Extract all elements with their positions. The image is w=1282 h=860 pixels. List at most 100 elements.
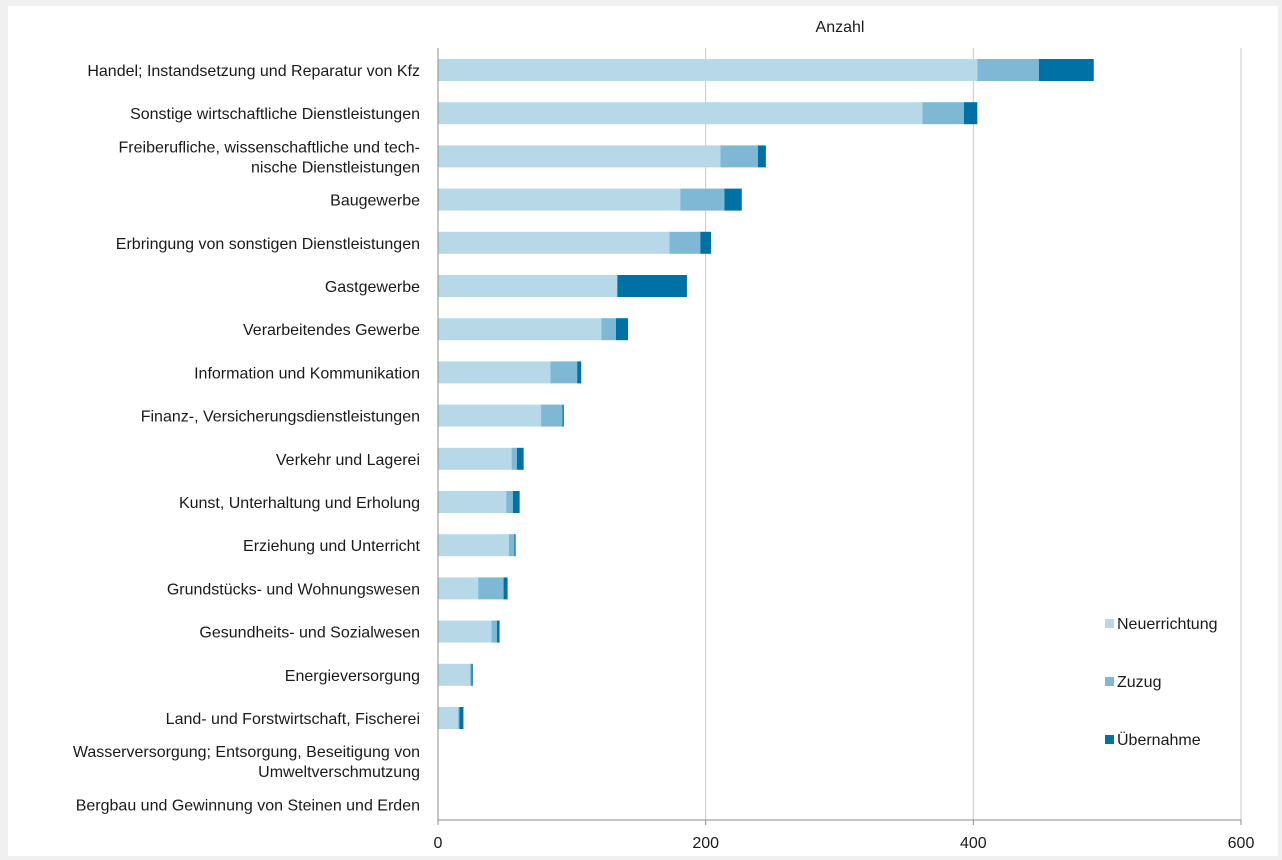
bar-zuzug-6	[601, 318, 616, 341]
bar-übernahme-15	[459, 707, 464, 729]
bar-zuzug-8	[541, 404, 563, 427]
bars	[438, 59, 1094, 729]
legend-swatch-neuerrichtung	[1105, 619, 1114, 628]
category-label: Information und Kommunikation	[194, 365, 420, 382]
category-label-line: Grundstücks- und Wohnungswesen	[167, 581, 420, 598]
tick-labels: 0 200 400 600	[434, 835, 1255, 852]
category-label: Energieversorgung	[285, 668, 420, 685]
bar-zuzug-13	[491, 620, 497, 643]
x-axis-title: Anzahl	[816, 19, 865, 36]
bar-übernahme-3	[724, 188, 742, 211]
category-label: Gesundheits- und Sozialwesen	[199, 625, 420, 642]
category-label-line: Wasserversorgung; Entsorgung, Beseitigun…	[73, 744, 420, 761]
category-label-line: Verarbeitendes Gewerbe	[243, 322, 420, 339]
category-label: Erziehung und Unterricht	[243, 538, 421, 555]
category-label: Baugewerbe	[330, 193, 420, 210]
bar-übernahme-11	[514, 534, 516, 557]
legend-swatch-übernahme	[1105, 735, 1114, 744]
bar-neuerrichtung-13	[438, 620, 492, 643]
category-label-line: nische Dienstleistungen	[251, 159, 420, 176]
category-label-line: Finanz-, Versicherungsdienstleistungen	[141, 409, 420, 426]
category-label-line: Information und Kommunikation	[194, 365, 420, 382]
category-label: Freiberufliche, wissenschaftliche und te…	[119, 139, 420, 176]
legend-label: Neuerrichtung	[1117, 616, 1218, 633]
bar-neuerrichtung-0	[438, 59, 978, 81]
bar-übernahme-6	[615, 318, 629, 341]
category-label-line: Bergbau und Gewinnung von Steinen und Er…	[76, 797, 420, 814]
bar-neuerrichtung-6	[438, 318, 602, 341]
bar-neuerrichtung-5	[438, 275, 618, 297]
bar-übernahme-5	[617, 275, 687, 297]
bar-zuzug-15	[458, 707, 460, 729]
axes	[437, 48, 1242, 825]
category-label: Sonstige wirtschaftliche Dienstleistunge…	[130, 106, 420, 123]
bar-neuerrichtung-11	[438, 534, 509, 557]
x-tick-label: 400	[960, 835, 987, 852]
bar-übernahme-0	[1038, 59, 1094, 81]
category-label: Verarbeitendes Gewerbe	[243, 322, 420, 339]
category-label-line: Land- und Forstwirtschaft, Fischerei	[166, 711, 420, 728]
category-label-line: Gesundheits- und Sozialwesen	[199, 625, 420, 642]
bar-übernahme-7	[577, 361, 582, 384]
chart-area	[8, 6, 1278, 856]
bar-neuerrichtung-3	[438, 188, 681, 211]
bar-übernahme-8	[562, 404, 564, 427]
bar-übernahme-1	[963, 102, 978, 125]
bar-übernahme-10	[512, 491, 520, 513]
category-label: Bergbau und Gewinnung von Steinen und Er…	[76, 797, 420, 814]
category-label-line: Erziehung und Unterricht	[243, 538, 421, 555]
bar-übernahme-14	[471, 663, 473, 686]
bar-zuzug-4	[669, 231, 701, 254]
legend-swatch-zuzug	[1105, 677, 1114, 686]
bar-neuerrichtung-9	[438, 447, 512, 470]
legend-label: Zuzug	[1117, 674, 1161, 691]
category-label-line: Umweltverschmutzung	[258, 764, 420, 781]
category-label-line: Handel; Instandsetzung und Reparatur von…	[87, 63, 420, 80]
category-label: Grundstücks- und Wohnungswesen	[167, 581, 420, 598]
category-label: Verkehr und Lagerei	[276, 452, 420, 469]
category-label: Wasserversorgung; Entsorgung, Beseitigun…	[73, 744, 420, 781]
category-label-line: Erbringung von sonstigen Dienstleistunge…	[116, 236, 420, 253]
bar-neuerrichtung-12	[438, 577, 479, 600]
bar-neuerrichtung-15	[438, 707, 459, 729]
category-label: Kunst, Unterhaltung und Erholung	[179, 495, 420, 512]
bar-neuerrichtung-1	[438, 102, 923, 125]
bar-zuzug-12	[478, 577, 504, 600]
category-label-line: Sonstige wirtschaftliche Dienstleistunge…	[130, 106, 420, 123]
category-label: Gastgewerbe	[325, 279, 420, 296]
legend: Neuerrichtung Zuzug Übernahme	[1105, 616, 1218, 749]
bar-zuzug-0	[977, 59, 1039, 81]
bar-zuzug-14	[470, 663, 472, 686]
category-label: Land- und Forstwirtschaft, Fischerei	[166, 711, 420, 728]
x-tick-label: 0	[434, 835, 443, 852]
category-label: Erbringung von sonstigen Dienstleistunge…	[116, 236, 420, 253]
bar-übernahme-2	[757, 145, 766, 168]
bar-übernahme-12	[503, 577, 508, 600]
bar-neuerrichtung-4	[438, 231, 670, 254]
bar-übernahme-4	[700, 231, 712, 254]
category-label: Finanz-, Versicherungsdienstleistungen	[141, 409, 420, 426]
bar-neuerrichtung-8	[438, 404, 542, 427]
bar-zuzug-2	[720, 145, 758, 168]
bar-zuzug-11	[508, 534, 515, 557]
bar-zuzug-10	[506, 491, 513, 513]
bar-zuzug-7	[550, 361, 578, 384]
grid-lines	[705, 48, 1242, 820]
bar-neuerrichtung-2	[438, 145, 721, 168]
category-label: Handel; Instandsetzung und Reparatur von…	[87, 63, 420, 80]
category-label-line: Baugewerbe	[330, 193, 420, 210]
bar-neuerrichtung-10	[438, 491, 507, 513]
bar-neuerrichtung-14	[438, 663, 471, 686]
category-label-line: Gastgewerbe	[325, 279, 420, 296]
category-label-line: Verkehr und Lagerei	[276, 452, 420, 469]
bar-neuerrichtung-7	[438, 361, 551, 384]
x-tick-label: 600	[1228, 835, 1255, 852]
legend-label: Übernahme	[1117, 731, 1201, 749]
bar-übernahme-13	[496, 620, 500, 643]
bar-übernahme-9	[516, 447, 524, 470]
category-labels: Handel; Instandsetzung und Reparatur von…	[73, 63, 421, 814]
category-label-line: Energieversorgung	[285, 668, 420, 685]
bar-zuzug-9	[511, 447, 517, 470]
